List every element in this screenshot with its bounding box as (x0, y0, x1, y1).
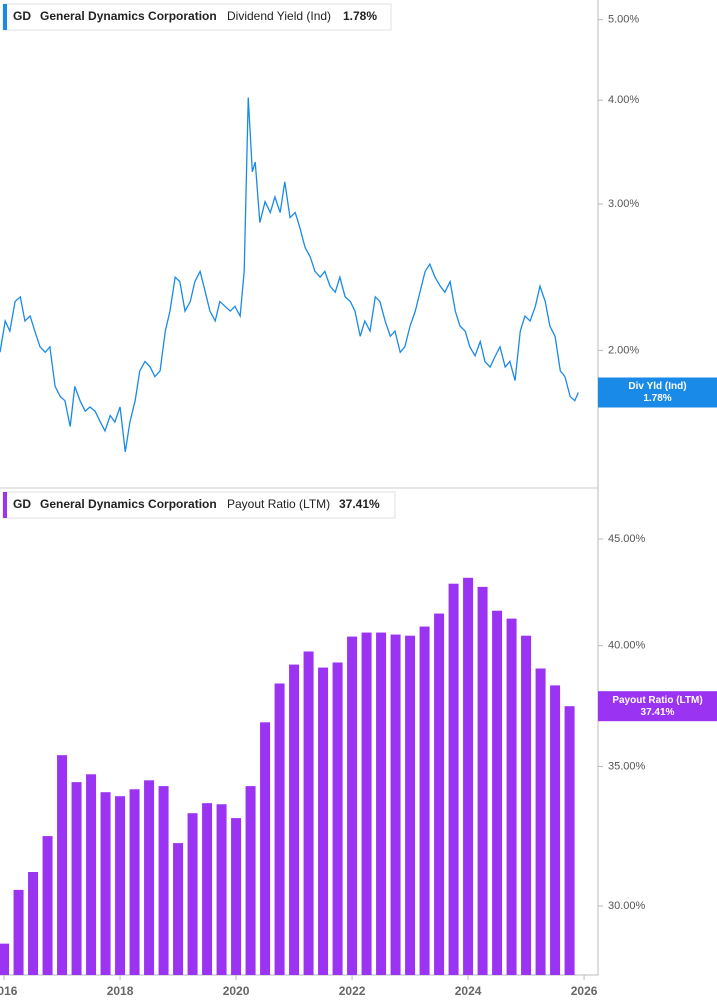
x-tick-label: 2018 (107, 984, 134, 998)
header-box (2, 491, 396, 519)
bar (564, 706, 575, 975)
x-tick-label: 2026 (571, 984, 598, 998)
value-tag-label: Payout Ratio (LTM) (612, 695, 702, 706)
x-tick-label: 2016 (0, 984, 18, 998)
bar (0, 943, 10, 975)
bar (158, 786, 169, 975)
bar (57, 755, 68, 975)
bar (100, 792, 111, 975)
bar (448, 583, 459, 975)
bar (187, 813, 198, 975)
bar (376, 632, 387, 975)
bar (231, 818, 242, 975)
bar (419, 626, 430, 975)
header-box (2, 3, 392, 31)
bar (173, 843, 184, 975)
company: General Dynamics Corporation (40, 497, 217, 511)
ticker: GD (13, 9, 31, 23)
bar (332, 662, 343, 975)
data-line (0, 97, 579, 452)
bar (405, 635, 416, 975)
bar (245, 786, 256, 975)
last-value: 37.41% (339, 497, 380, 511)
y-tick-label: 4.00% (608, 94, 639, 106)
bar (492, 610, 503, 975)
bar (361, 632, 372, 975)
value-tag (598, 377, 717, 408)
bar (202, 803, 213, 975)
bar (115, 796, 126, 975)
bar (144, 780, 155, 975)
bar (506, 618, 517, 975)
x-tick-label: 2024 (455, 984, 482, 998)
y-tick-label: 30.00% (608, 900, 646, 912)
x-tick-label: 2022 (339, 984, 366, 998)
header-accent (3, 492, 7, 518)
company: General Dynamics Corporation (40, 9, 217, 23)
bar (71, 782, 82, 975)
bar (521, 635, 532, 975)
value-tag (598, 691, 717, 722)
y-tick-label: 40.00% (608, 639, 646, 651)
y-tick-label: 45.00% (608, 533, 646, 545)
bar (303, 651, 314, 975)
bar (129, 789, 140, 975)
value-tag-label: Div Yld (Ind) (628, 381, 686, 392)
metric: Dividend Yield (Ind) (227, 9, 331, 23)
bar (274, 683, 285, 975)
y-tick-label: 2.00% (608, 344, 639, 356)
bar (289, 664, 300, 975)
bar (28, 871, 39, 975)
bar (477, 586, 488, 975)
y-tick-label: 3.00% (608, 198, 639, 210)
bar (390, 634, 401, 975)
ticker: GD (13, 497, 31, 511)
bar (86, 774, 97, 975)
bar (535, 668, 546, 975)
value-tag-value: 1.78% (643, 393, 671, 404)
bar (42, 836, 53, 975)
metric: Payout Ratio (LTM) (227, 497, 330, 511)
y-tick-label: 35.00% (608, 760, 646, 772)
x-tick-label: 2020 (223, 984, 250, 998)
bar (318, 667, 329, 975)
value-tag-value: 37.41% (641, 707, 675, 718)
bar (260, 722, 271, 975)
bar (13, 889, 24, 975)
bar (463, 577, 474, 975)
y-tick-label: 5.00% (608, 14, 639, 26)
bar (550, 685, 561, 975)
bar (216, 804, 227, 975)
bar (434, 613, 445, 975)
last-value: 1.78% (343, 9, 377, 23)
header-accent (3, 4, 7, 30)
bar (347, 636, 358, 975)
